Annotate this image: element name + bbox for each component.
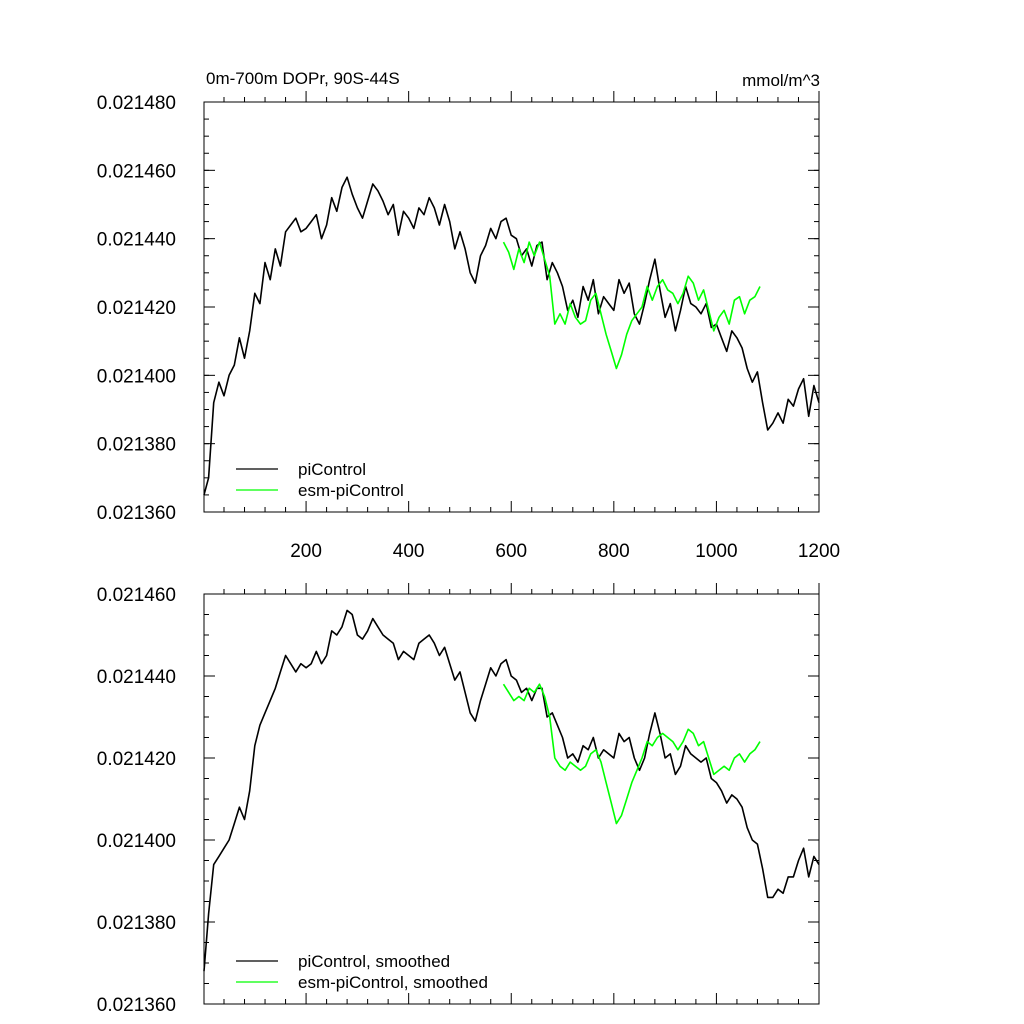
y-tick-label: 0.021360 bbox=[97, 503, 176, 524]
top-panel: 0m-700m DOPr, 90S-44S mmol/m^3 0.0213600… bbox=[97, 69, 840, 562]
top-series bbox=[203, 176, 820, 496]
x-tick-label: 800 bbox=[598, 541, 630, 562]
y-tick-label: 0.021400 bbox=[97, 831, 176, 852]
series-line-esm-picontrol-smoothed bbox=[502, 683, 761, 825]
bottom-legend: piControl, smoothed esm-piControl, smoot… bbox=[236, 952, 488, 992]
legend-label-esm-picontrol-smoothed: esm-piControl, smoothed bbox=[298, 973, 488, 992]
y-tick-label: 0.021420 bbox=[97, 298, 176, 319]
x-tick-label: 200 bbox=[290, 541, 322, 562]
legend-label-picontrol-smoothed: piControl, smoothed bbox=[298, 952, 450, 971]
series-line-picontrol-smoothed bbox=[203, 609, 820, 972]
y-tick-label: 0.021440 bbox=[97, 230, 176, 251]
bottom-series bbox=[203, 609, 820, 972]
y-tick-label: 0.021460 bbox=[97, 585, 176, 606]
y-tick-label: 0.021400 bbox=[97, 366, 176, 387]
y-tick-label: 0.021360 bbox=[97, 995, 176, 1016]
top-legend: piControl esm-piControl bbox=[236, 460, 404, 500]
x-tick-label: 1200 bbox=[798, 541, 840, 562]
y-tick-label: 0.021480 bbox=[97, 93, 176, 114]
y-tick-label: 0.021440 bbox=[97, 667, 176, 688]
chart-title: 0m-700m DOPr, 90S-44S bbox=[206, 69, 400, 88]
series-line-esm-picontrol bbox=[502, 241, 761, 370]
legend-label-esm-picontrol: esm-piControl bbox=[298, 481, 404, 500]
legend-label-picontrol: piControl bbox=[298, 460, 366, 479]
x-tick-label: 400 bbox=[393, 541, 425, 562]
units-label: mmol/m^3 bbox=[742, 71, 820, 90]
top-axis-ticks: 0.021360 0.021380 0.021400 0.021420 0.021440… bbox=[97, 91, 840, 562]
bottom-axis-ticks: 0.021360 0.021380 0.021400 0.021420 0.021440… bbox=[97, 583, 820, 1016]
x-tick-label: 600 bbox=[495, 541, 527, 562]
x-tick-label: 1000 bbox=[695, 541, 737, 562]
y-tick-label: 0.021420 bbox=[97, 749, 176, 770]
y-tick-label: 0.021380 bbox=[97, 435, 176, 456]
y-tick-label: 0.021460 bbox=[97, 161, 176, 182]
bottom-panel: 0.021360 0.021380 0.021400 0.021420 0.021440… bbox=[97, 583, 820, 1016]
y-tick-label: 0.021380 bbox=[97, 913, 176, 934]
